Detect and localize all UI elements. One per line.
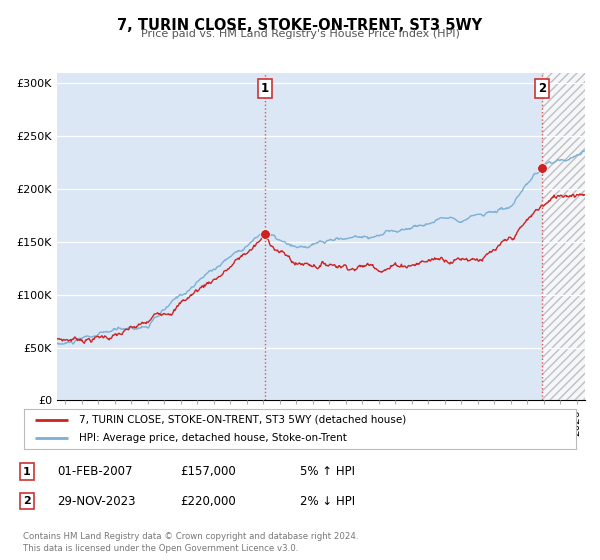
- Text: 1: 1: [23, 466, 31, 477]
- Bar: [542, 73, 585, 400]
- Text: 01-FEB-2007: 01-FEB-2007: [57, 465, 133, 478]
- Text: 2% ↓ HPI: 2% ↓ HPI: [300, 494, 355, 508]
- Text: 29-NOV-2023: 29-NOV-2023: [57, 494, 136, 508]
- Text: £157,000: £157,000: [180, 465, 236, 478]
- Text: Contains HM Land Registry data © Crown copyright and database right 2024.
This d: Contains HM Land Registry data © Crown c…: [23, 532, 358, 553]
- Text: £220,000: £220,000: [180, 494, 236, 508]
- Text: Price paid vs. HM Land Registry's House Price Index (HPI): Price paid vs. HM Land Registry's House …: [140, 29, 460, 39]
- Text: 5% ↑ HPI: 5% ↑ HPI: [300, 465, 355, 478]
- Text: 7, TURIN CLOSE, STOKE-ON-TRENT, ST3 5WY: 7, TURIN CLOSE, STOKE-ON-TRENT, ST3 5WY: [118, 18, 482, 33]
- Bar: [542, 73, 585, 400]
- Text: HPI: Average price, detached house, Stoke-on-Trent: HPI: Average price, detached house, Stok…: [79, 433, 347, 443]
- Text: 7, TURIN CLOSE, STOKE-ON-TRENT, ST3 5WY (detached house): 7, TURIN CLOSE, STOKE-ON-TRENT, ST3 5WY …: [79, 415, 406, 424]
- Text: 2: 2: [538, 82, 547, 95]
- Text: 1: 1: [260, 82, 269, 95]
- Text: 2: 2: [23, 496, 31, 506]
